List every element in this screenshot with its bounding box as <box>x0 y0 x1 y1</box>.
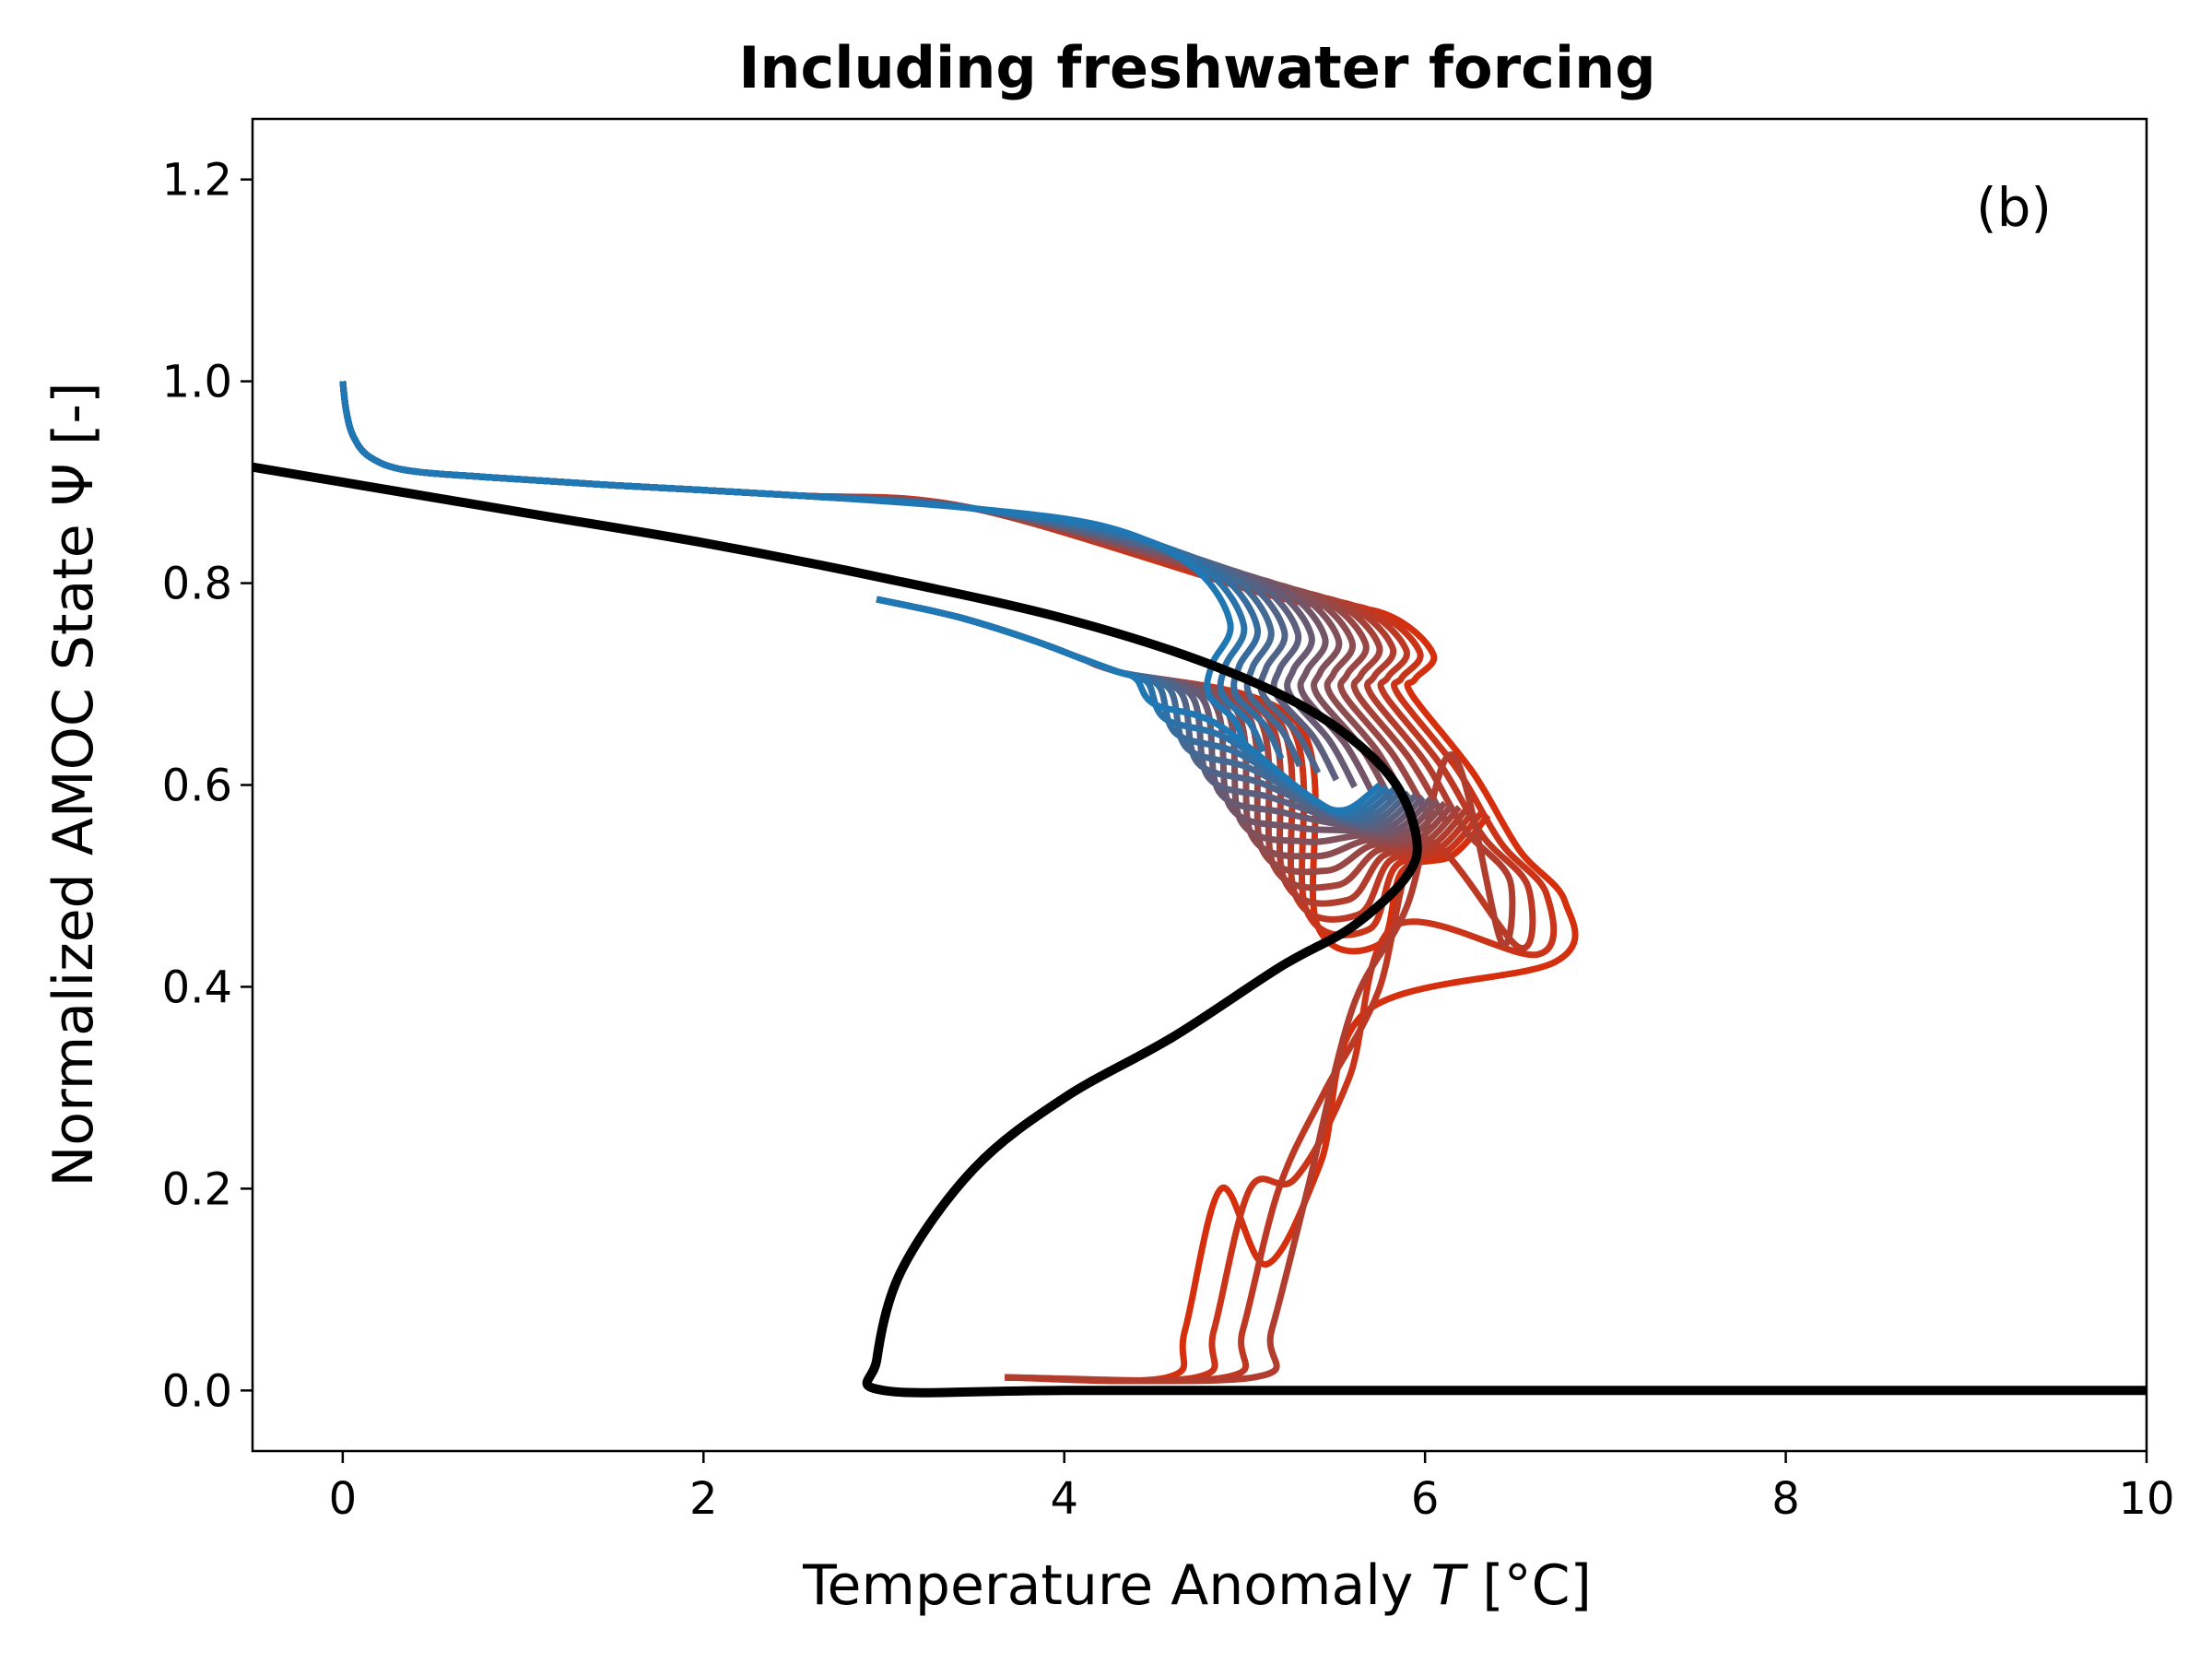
plot-area <box>253 381 2147 1398</box>
y-tick-label: 0.6 <box>162 761 232 812</box>
trajectory-line <box>339 381 1536 1385</box>
y-tick-label: 1.2 <box>162 155 232 207</box>
y-axis-ticks: 0.0 0.2 0.4 0.6 0.8 1.0 1.2 <box>162 155 253 1417</box>
trajectory-line <box>339 381 1397 820</box>
y-tick-label: 1.0 <box>162 357 232 408</box>
equilibrium-curve <box>253 462 2147 1398</box>
x-axis-label: Temperature Anomaly T [°C] <box>802 1553 1592 1618</box>
trajectory-line <box>339 381 1558 1385</box>
y-tick-label: 0.4 <box>162 962 232 1013</box>
x-tick-label: 2 <box>689 1473 718 1525</box>
x-tick-label: 10 <box>2118 1473 2174 1525</box>
x-axis-label-variable: T <box>1430 1553 1468 1618</box>
panel-label: (b) <box>1976 176 2052 239</box>
x-tick-label: 4 <box>1050 1473 1078 1525</box>
x-tick-label: 0 <box>329 1473 358 1525</box>
x-tick-label: 6 <box>1411 1473 1440 1525</box>
x-axis-label-unit: [°C] <box>1465 1553 1592 1618</box>
x-tick-label: 8 <box>1771 1473 1800 1525</box>
y-tick-label: 0.2 <box>162 1163 232 1215</box>
x-axis-ticks: 0 2 4 6 8 10 <box>329 1451 2175 1525</box>
y-axis-label: Normalized AMOC State Ψ [-] <box>41 383 106 1187</box>
x-axis-label-prefix: Temperature Anomaly <box>802 1553 1430 1618</box>
y-tick-label: 0.8 <box>162 559 232 610</box>
chart-title: Including freshwater forcing <box>738 34 1655 101</box>
y-tick-label: 0.0 <box>162 1365 232 1417</box>
